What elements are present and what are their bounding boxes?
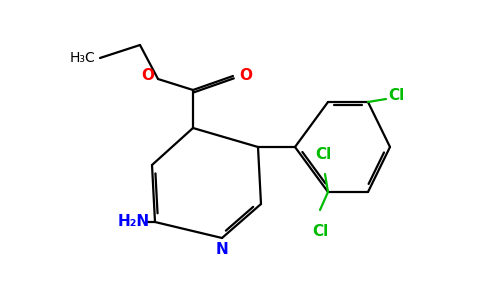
Text: Cl: Cl (388, 88, 404, 104)
Text: N: N (216, 242, 228, 257)
Text: Cl: Cl (315, 147, 331, 162)
Text: H₃C: H₃C (69, 51, 95, 65)
Text: Cl: Cl (312, 224, 328, 239)
Text: H₂N: H₂N (118, 214, 150, 230)
Text: O: O (141, 68, 154, 83)
Text: O: O (239, 68, 252, 83)
